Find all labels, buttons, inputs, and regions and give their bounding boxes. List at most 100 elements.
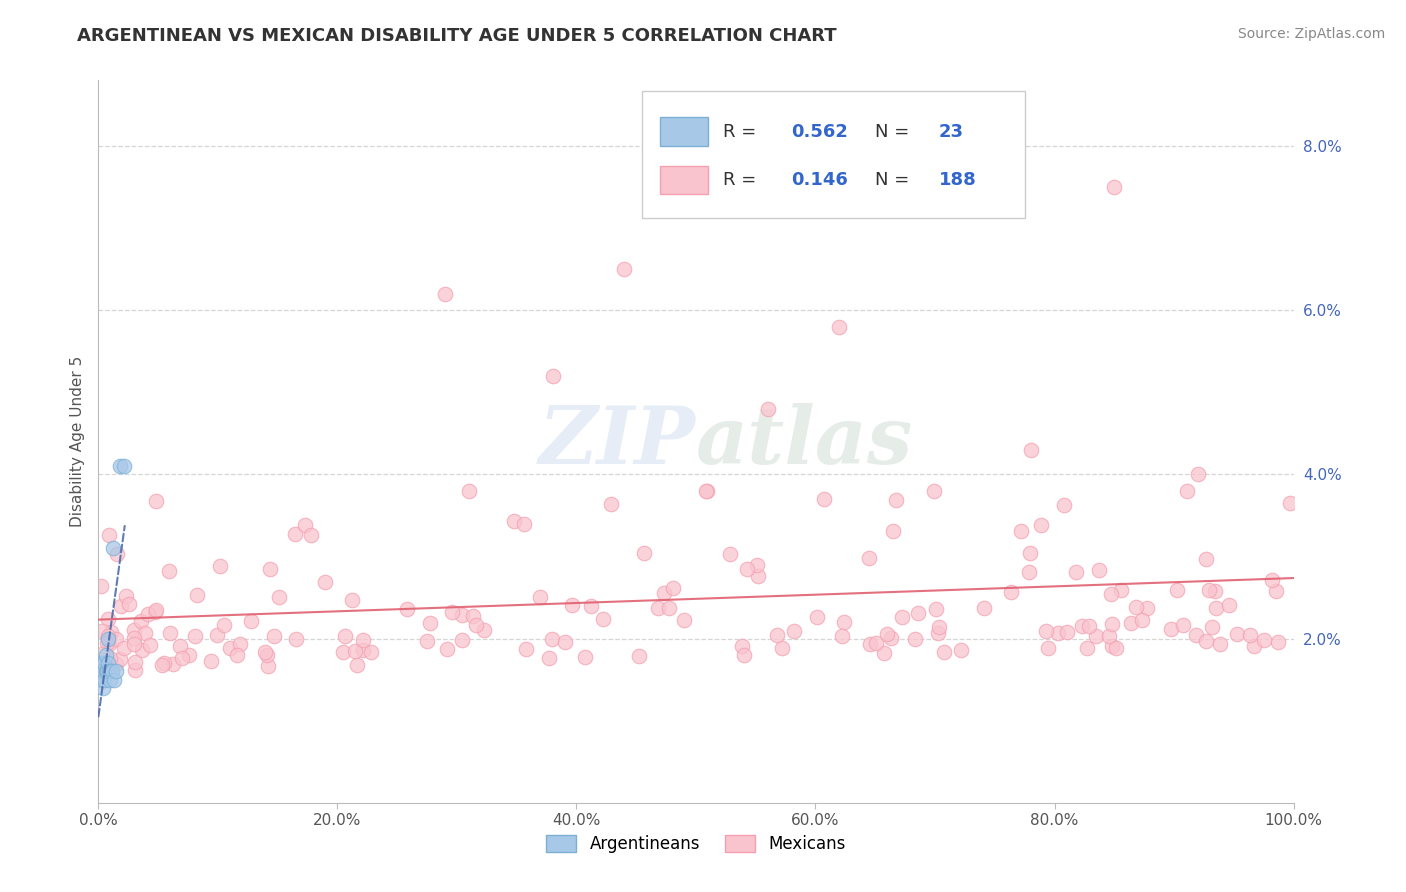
Point bbox=[537, 651, 560, 665]
Point bbox=[114, 589, 136, 603]
Point bbox=[122, 632, 145, 646]
Point bbox=[924, 601, 946, 615]
Point bbox=[461, 609, 484, 624]
Point bbox=[1036, 640, 1059, 655]
Point bbox=[652, 586, 675, 600]
Text: 188: 188 bbox=[939, 171, 976, 189]
Point bbox=[1208, 637, 1230, 651]
Point bbox=[1260, 573, 1282, 587]
Point bbox=[97, 661, 120, 675]
Point bbox=[105, 547, 128, 561]
Point bbox=[1198, 582, 1220, 597]
Point bbox=[1088, 563, 1111, 577]
Point bbox=[1101, 639, 1123, 653]
Point bbox=[91, 665, 114, 679]
Point bbox=[718, 547, 741, 561]
Point bbox=[832, 615, 855, 629]
Point bbox=[924, 483, 946, 498]
Point bbox=[212, 617, 235, 632]
Point bbox=[1267, 634, 1289, 648]
Point bbox=[226, 648, 249, 663]
Point bbox=[112, 459, 135, 474]
Point bbox=[766, 628, 789, 642]
Point bbox=[673, 613, 696, 627]
Point bbox=[129, 614, 152, 628]
Point bbox=[1070, 619, 1092, 633]
Point bbox=[1195, 551, 1218, 566]
Text: 0.562: 0.562 bbox=[792, 122, 848, 141]
Point bbox=[592, 612, 614, 626]
Point bbox=[152, 657, 174, 671]
Point bbox=[98, 637, 121, 651]
Point bbox=[93, 673, 115, 687]
Point bbox=[131, 643, 153, 657]
Point bbox=[1085, 630, 1108, 644]
Point bbox=[731, 640, 754, 654]
Point bbox=[157, 564, 180, 578]
Point bbox=[882, 524, 904, 538]
Point bbox=[284, 632, 307, 647]
Point bbox=[436, 642, 458, 657]
Text: R =: R = bbox=[724, 122, 762, 141]
Point bbox=[1175, 483, 1198, 498]
Point bbox=[747, 568, 769, 582]
Point bbox=[90, 673, 112, 687]
Point bbox=[770, 640, 793, 655]
Point bbox=[122, 623, 145, 637]
Point bbox=[662, 581, 685, 595]
Point bbox=[1225, 626, 1247, 640]
Point bbox=[162, 657, 184, 671]
Legend: Argentineans, Mexicans: Argentineans, Mexicans bbox=[540, 828, 852, 860]
Point bbox=[96, 636, 118, 650]
Point bbox=[169, 640, 191, 654]
Text: 0.146: 0.146 bbox=[792, 171, 848, 189]
Point bbox=[98, 673, 122, 687]
Point bbox=[104, 632, 127, 646]
Point bbox=[858, 550, 880, 565]
Point bbox=[93, 657, 115, 671]
Point bbox=[98, 665, 121, 679]
Point bbox=[284, 527, 307, 541]
Point bbox=[98, 528, 121, 542]
Point bbox=[104, 657, 127, 672]
Point bbox=[1205, 601, 1227, 615]
Point bbox=[928, 620, 950, 634]
Point bbox=[880, 631, 903, 645]
Point bbox=[561, 598, 583, 612]
Point bbox=[124, 637, 146, 651]
Point bbox=[124, 655, 146, 669]
Point bbox=[628, 648, 651, 663]
Text: Source: ZipAtlas.com: Source: ZipAtlas.com bbox=[1237, 27, 1385, 41]
Point bbox=[695, 483, 717, 498]
Point bbox=[579, 599, 602, 613]
Point bbox=[90, 579, 112, 593]
Point bbox=[200, 654, 222, 668]
Point bbox=[1053, 498, 1076, 512]
Point bbox=[1204, 584, 1226, 599]
Point bbox=[1029, 517, 1052, 532]
Point bbox=[145, 494, 167, 508]
Point bbox=[98, 665, 122, 679]
Point bbox=[299, 528, 322, 542]
Point bbox=[647, 601, 669, 615]
Point bbox=[904, 632, 927, 646]
Point bbox=[1099, 587, 1122, 601]
Point bbox=[134, 625, 156, 640]
Point bbox=[97, 629, 120, 643]
Point bbox=[139, 638, 162, 652]
Text: ARGENTINEAN VS MEXICAN DISABILITY AGE UNDER 5 CORRELATION CHART: ARGENTINEAN VS MEXICAN DISABILITY AGE UN… bbox=[77, 27, 837, 45]
Point bbox=[1078, 619, 1101, 633]
Point bbox=[541, 632, 564, 646]
Point bbox=[259, 561, 281, 575]
Point bbox=[1201, 620, 1223, 634]
FancyBboxPatch shape bbox=[643, 91, 1025, 218]
Point bbox=[1098, 629, 1121, 643]
Text: atlas: atlas bbox=[696, 403, 914, 480]
Text: 23: 23 bbox=[939, 122, 963, 141]
Point bbox=[1109, 583, 1132, 598]
Point bbox=[94, 648, 117, 662]
Point bbox=[91, 681, 114, 695]
Point bbox=[756, 401, 779, 416]
Point bbox=[1018, 566, 1040, 580]
Point bbox=[1239, 628, 1261, 642]
